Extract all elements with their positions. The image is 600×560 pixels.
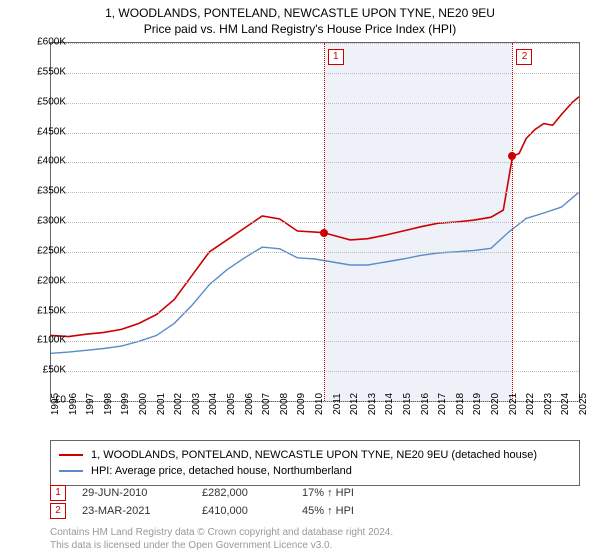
x-axis-label: 2022 bbox=[525, 393, 536, 415]
legend-row-2: HPI: Average price, detached house, Nort… bbox=[59, 463, 571, 479]
footer-line1: Contains HM Land Registry data © Crown c… bbox=[50, 526, 393, 539]
legend-swatch-2 bbox=[59, 470, 83, 472]
x-axis-label: 2016 bbox=[420, 393, 431, 415]
y-axis-label: £600K bbox=[22, 37, 66, 48]
y-axis-label: £550K bbox=[22, 66, 66, 77]
gridline-h bbox=[51, 133, 579, 134]
x-axis-label: 2017 bbox=[437, 393, 448, 415]
x-axis-label: 2001 bbox=[156, 393, 167, 415]
event-vline bbox=[512, 43, 513, 401]
event-list: 1 29-JUN-2010£282,00017% ↑ HPI 2 23-MAR-202… bbox=[50, 484, 392, 520]
gridline-h bbox=[51, 162, 579, 163]
x-axis-label: 2004 bbox=[208, 393, 219, 415]
y-axis-label: £450K bbox=[22, 126, 66, 137]
title-line2: Price paid vs. HM Land Registry's House … bbox=[0, 22, 600, 36]
x-axis-label: 2012 bbox=[349, 393, 360, 415]
event-row: 1 29-JUN-2010£282,00017% ↑ HPI bbox=[50, 484, 392, 502]
x-axis-label: 2015 bbox=[402, 393, 413, 415]
x-axis-label: 2024 bbox=[560, 393, 571, 415]
footer-attribution: Contains HM Land Registry data © Crown c… bbox=[50, 526, 393, 552]
x-axis-label: 2008 bbox=[279, 393, 290, 415]
x-axis-label: 2005 bbox=[226, 393, 237, 415]
x-axis-label: 2002 bbox=[173, 393, 184, 415]
x-axis-label: 2023 bbox=[543, 393, 554, 415]
x-axis-label: 2025 bbox=[578, 393, 589, 415]
gridline-h bbox=[51, 222, 579, 223]
x-axis-label: 2006 bbox=[244, 393, 255, 415]
event-date: 23-MAR-2021 bbox=[82, 505, 202, 517]
x-axis-label: 2020 bbox=[490, 393, 501, 415]
x-axis-label: 2021 bbox=[508, 393, 519, 415]
x-axis-label: 2009 bbox=[296, 393, 307, 415]
legend-row-1: 1, WOODLANDS, PONTELAND, NEWCASTLE UPON … bbox=[59, 447, 571, 463]
y-axis-label: £350K bbox=[22, 186, 66, 197]
x-axis-label: 2018 bbox=[455, 393, 466, 415]
y-axis-label: £300K bbox=[22, 216, 66, 227]
gridline-h bbox=[51, 371, 579, 372]
y-axis-label: £400K bbox=[22, 156, 66, 167]
legend-label-1: 1, WOODLANDS, PONTELAND, NEWCASTLE UPON … bbox=[91, 449, 537, 461]
x-axis-label: 1998 bbox=[103, 393, 114, 415]
event-price: £282,000 bbox=[202, 487, 302, 499]
gridline-h bbox=[51, 73, 579, 74]
gridline-h bbox=[51, 103, 579, 104]
y-axis-label: £100K bbox=[22, 335, 66, 346]
event-date: 29-JUN-2010 bbox=[82, 487, 202, 499]
x-axis-label: 2019 bbox=[472, 393, 483, 415]
y-axis-label: £150K bbox=[22, 305, 66, 316]
series-line bbox=[51, 192, 579, 353]
x-axis-label: 2013 bbox=[367, 393, 378, 415]
x-axis-label: 2011 bbox=[332, 393, 343, 415]
event-number-box: 1 bbox=[50, 485, 66, 501]
event-price: £410,000 bbox=[202, 505, 302, 517]
legend-swatch-1 bbox=[59, 454, 83, 456]
x-axis-label: 2010 bbox=[314, 393, 325, 415]
event-hpi: 17% ↑ HPI bbox=[302, 487, 392, 499]
x-axis-label: 2014 bbox=[384, 393, 395, 415]
event-vline bbox=[324, 43, 325, 401]
y-axis-label: £250K bbox=[22, 245, 66, 256]
gridline-h bbox=[51, 192, 579, 193]
event-dot bbox=[320, 229, 328, 237]
x-axis-label: 1995 bbox=[50, 393, 61, 415]
x-axis-label: 1996 bbox=[68, 393, 79, 415]
gridline-h bbox=[51, 43, 579, 44]
event-marker-box: 1 bbox=[328, 49, 344, 65]
gridline-h bbox=[51, 341, 579, 342]
title-line1: 1, WOODLANDS, PONTELAND, NEWCASTLE UPON … bbox=[0, 6, 600, 20]
x-axis-label: 2000 bbox=[138, 393, 149, 415]
footer-line2: This data is licensed under the Open Gov… bbox=[50, 539, 393, 552]
event-number-box: 2 bbox=[50, 503, 66, 519]
event-marker-box: 2 bbox=[516, 49, 532, 65]
x-axis-label: 1999 bbox=[120, 393, 131, 415]
y-axis-label: £200K bbox=[22, 275, 66, 286]
event-dot bbox=[508, 152, 516, 160]
y-axis-label: £500K bbox=[22, 96, 66, 107]
gridline-h bbox=[51, 312, 579, 313]
legend-label-2: HPI: Average price, detached house, Nort… bbox=[91, 465, 352, 477]
x-axis-label: 2007 bbox=[261, 393, 272, 415]
chart-plot-area: 12 bbox=[50, 42, 580, 402]
event-row: 2 23-MAR-2021£410,00045% ↑ HPI bbox=[50, 502, 392, 520]
gridline-h bbox=[51, 282, 579, 283]
x-axis-label: 1997 bbox=[85, 393, 96, 415]
event-hpi: 45% ↑ HPI bbox=[302, 505, 392, 517]
y-axis-label: £50K bbox=[22, 365, 66, 376]
gridline-h bbox=[51, 252, 579, 253]
x-axis-label: 2003 bbox=[191, 393, 202, 415]
legend-box: 1, WOODLANDS, PONTELAND, NEWCASTLE UPON … bbox=[50, 440, 580, 486]
